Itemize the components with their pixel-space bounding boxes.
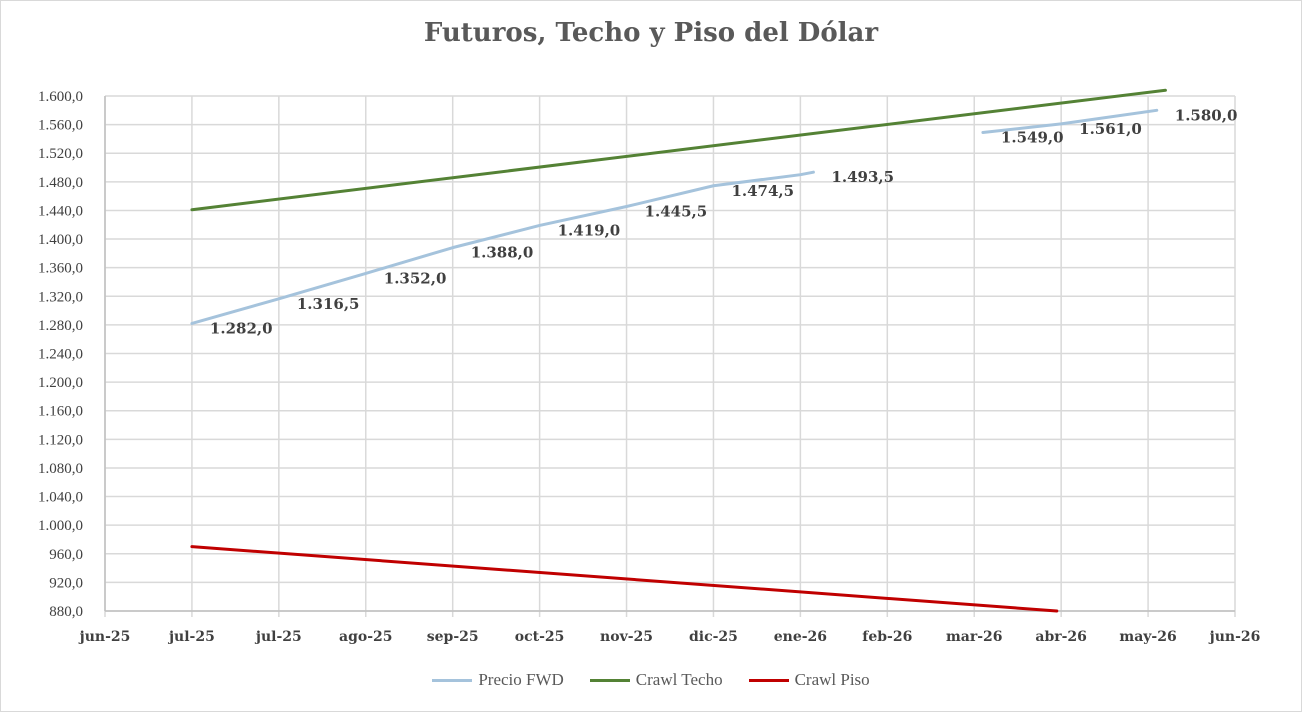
y-tick-label: 960,0 [49,547,83,563]
series-line-precio-fwd [190,170,815,325]
y-tick-label: 1.360,0 [38,261,83,277]
y-tick-label: 1.440,0 [38,203,83,219]
legend-item-crawl-techo: Crawl Techo [589,670,723,690]
chart-legend: Precio FWD Crawl Techo Crawl Piso [0,670,1302,690]
x-tick-label: jul-25 [167,629,215,645]
data-label: 1.282,0 [210,319,273,337]
x-tick-label: oct-25 [515,629,565,645]
legend-swatch [589,678,630,682]
data-label: 1.493,5 [831,168,894,186]
x-tick-label: ene-26 [774,629,827,645]
series-line-precio-fwd [981,108,1159,134]
series-line-crawl-piso [190,545,1059,613]
legend-label: Crawl Techo [635,670,723,689]
y-tick-label: 1.280,0 [38,318,83,334]
y-tick-label: 1.040,0 [38,490,83,506]
x-tick-label: sep-25 [427,629,479,645]
y-tick-label: 1.160,0 [38,404,83,420]
y-tick-label: 1.320,0 [38,289,83,305]
legend-label: Crawl Piso [794,670,870,689]
x-tick-label: feb-26 [862,629,912,645]
x-tick-label: jun-26 [1208,629,1261,645]
legend-item-crawl-piso: Crawl Piso [748,670,870,690]
y-tick-label: 1.000,0 [38,518,83,534]
x-tick-label: jul-25 [254,629,302,645]
legend-swatch [748,678,789,682]
x-tick-label: ago-25 [339,629,393,645]
x-tick-label: may-26 [1119,629,1176,645]
legend-item-precio-fwd: Precio FWD [432,670,564,690]
y-tick-label: 880,0 [49,604,83,620]
y-tick-label: 920,0 [49,575,83,591]
data-label: 1.419,0 [558,221,621,239]
x-tick-label: dic-25 [689,629,738,645]
y-tick-label: 1.480,0 [38,175,83,191]
y-tick-label: 1.400,0 [38,232,83,248]
data-label: 1.388,0 [471,244,534,262]
legend-swatch [432,678,473,682]
data-label: 1.474,5 [731,182,794,200]
y-tick-label: 1.080,0 [38,461,83,477]
x-tick-label: nov-25 [600,629,653,645]
chart-title: Futuros, Techo y Piso del Dólar [423,18,879,48]
series-line-crawl-techo [190,88,1167,212]
x-tick-label: jun-25 [78,629,131,645]
y-tick-label: 1.120,0 [38,432,83,448]
y-tick-label: 1.200,0 [38,375,83,391]
data-label: 1.549,0 [1001,128,1064,146]
data-label: 1.580,0 [1175,106,1238,124]
x-tick-label: abr-26 [1035,629,1087,645]
y-tick-label: 1.560,0 [38,118,83,134]
legend-label: Precio FWD [478,670,564,689]
y-tick-label: 1.240,0 [38,347,83,363]
data-label: 1.561,0 [1079,120,1142,138]
data-label: 1.352,0 [384,269,447,287]
data-label: 1.316,5 [297,295,360,313]
y-tick-label: 1.600,0 [38,89,83,105]
x-tick-label: mar-26 [946,629,1003,645]
data-label: 1.445,5 [645,203,708,221]
y-tick-label: 1.520,0 [38,146,83,162]
